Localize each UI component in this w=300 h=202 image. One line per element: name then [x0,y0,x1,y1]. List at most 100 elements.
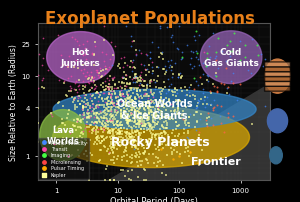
Point [157,102,162,105]
Point [106,100,110,103]
Point [132,116,136,120]
Point [115,133,120,136]
Point [96,105,100,109]
Point [112,128,116,131]
Point [87,124,92,127]
Point [148,80,153,83]
Point [169,83,173,86]
Point [94,112,99,115]
Point [134,122,139,126]
Point [80,50,85,54]
Point [111,115,116,119]
Point [186,116,191,119]
Point [214,55,219,58]
Point [205,117,209,120]
Point [174,92,179,95]
Point [138,131,143,135]
Point [113,137,118,140]
Point [103,98,108,101]
Point [143,125,148,128]
Point [128,77,132,80]
Point [212,85,217,88]
Point [146,119,151,122]
Polygon shape [47,32,114,83]
Text: Ocean Worlds
& Ice Giants: Ocean Worlds & Ice Giants [117,99,192,120]
Point [110,134,114,138]
Point [130,78,135,81]
Point [136,104,141,107]
Point [81,153,86,156]
Point [146,108,151,111]
Point [175,76,180,79]
Point [97,72,102,75]
Point [154,148,159,151]
Point [154,114,159,117]
Point [123,147,128,150]
Point [113,138,118,141]
Point [112,92,117,96]
Point [81,43,86,46]
Point [58,141,63,144]
Point [148,106,152,109]
Point [139,145,144,148]
Point [141,64,146,67]
Point [119,98,124,102]
Point [79,52,84,55]
Point [141,121,146,125]
Point [73,104,77,107]
Point [146,161,151,165]
Point [125,154,130,157]
Point [117,81,122,84]
Point [160,172,164,175]
Point [136,133,141,137]
Point [171,139,176,143]
Point [110,115,114,118]
Point [167,85,172,88]
Point [145,127,150,130]
Point [127,90,131,93]
Point [143,114,148,117]
Point [136,132,141,135]
Point [118,89,123,92]
Point [135,87,140,91]
Point [131,140,136,143]
Point [106,92,111,96]
Point [116,124,121,127]
Point [108,119,112,123]
Point [90,81,95,84]
Point [108,178,113,181]
Point [68,87,73,90]
Point [108,86,113,89]
Point [81,104,86,108]
Point [109,108,114,111]
Point [120,114,125,118]
Point [103,101,107,104]
Point [111,150,116,153]
Point [198,113,203,116]
Point [167,98,171,101]
Point [128,97,132,100]
Point [147,112,152,115]
Point [196,134,201,137]
Point [137,100,142,103]
Point [122,88,127,91]
Point [146,117,151,120]
Point [188,57,193,60]
Point [80,113,84,116]
Point [49,112,54,116]
Point [124,149,128,153]
Point [110,151,115,154]
Point [124,74,129,78]
Point [196,64,201,67]
Point [93,41,98,44]
Point [130,168,134,171]
Point [156,121,161,124]
Point [227,55,232,59]
Point [182,143,187,147]
Point [142,168,147,171]
Point [164,124,169,127]
Point [138,116,143,119]
Point [62,82,67,86]
Point [169,59,173,63]
Point [122,116,127,119]
